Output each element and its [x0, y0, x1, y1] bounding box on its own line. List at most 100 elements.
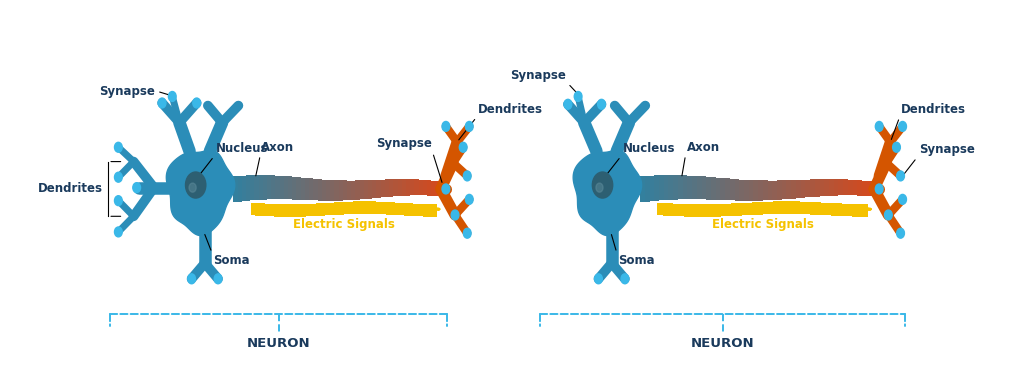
- Polygon shape: [246, 175, 250, 201]
- Text: Dendrites: Dendrites: [477, 103, 543, 116]
- Polygon shape: [725, 178, 730, 200]
- Polygon shape: [679, 204, 684, 216]
- Circle shape: [595, 274, 602, 284]
- Circle shape: [442, 122, 450, 131]
- Polygon shape: [731, 204, 736, 216]
- Polygon shape: [415, 180, 419, 195]
- Circle shape: [899, 122, 906, 131]
- Polygon shape: [238, 176, 242, 202]
- Polygon shape: [696, 176, 701, 199]
- Polygon shape: [279, 204, 284, 217]
- Circle shape: [466, 122, 473, 131]
- Polygon shape: [801, 180, 805, 198]
- Polygon shape: [288, 204, 293, 217]
- Polygon shape: [293, 204, 297, 217]
- Polygon shape: [393, 179, 397, 196]
- Polygon shape: [664, 175, 669, 200]
- Polygon shape: [768, 202, 773, 214]
- Polygon shape: [284, 204, 288, 217]
- Polygon shape: [805, 180, 810, 197]
- Circle shape: [193, 98, 201, 108]
- Polygon shape: [373, 180, 377, 198]
- Polygon shape: [783, 201, 790, 214]
- Polygon shape: [414, 204, 418, 216]
- Polygon shape: [687, 176, 692, 199]
- Circle shape: [464, 171, 471, 181]
- Polygon shape: [772, 180, 777, 200]
- Polygon shape: [744, 180, 749, 201]
- Polygon shape: [746, 202, 753, 215]
- Circle shape: [168, 91, 176, 101]
- Circle shape: [596, 183, 603, 192]
- Polygon shape: [335, 180, 339, 201]
- Polygon shape: [692, 176, 696, 199]
- Circle shape: [464, 228, 471, 238]
- Circle shape: [897, 228, 904, 238]
- Polygon shape: [866, 181, 871, 196]
- Text: Electric Signals: Electric Signals: [293, 218, 394, 231]
- Polygon shape: [267, 175, 271, 199]
- Polygon shape: [739, 180, 744, 200]
- Polygon shape: [792, 180, 796, 199]
- Polygon shape: [273, 204, 279, 217]
- Polygon shape: [355, 180, 359, 200]
- Polygon shape: [250, 175, 254, 200]
- Polygon shape: [710, 204, 716, 217]
- Polygon shape: [826, 203, 831, 216]
- Polygon shape: [871, 182, 877, 196]
- Polygon shape: [275, 176, 280, 199]
- Polygon shape: [423, 204, 427, 217]
- Polygon shape: [862, 181, 866, 195]
- Polygon shape: [368, 180, 373, 199]
- Polygon shape: [255, 203, 260, 216]
- Polygon shape: [573, 150, 642, 236]
- Polygon shape: [795, 202, 800, 214]
- Polygon shape: [251, 203, 255, 216]
- Polygon shape: [439, 182, 443, 196]
- Polygon shape: [401, 179, 406, 196]
- Polygon shape: [419, 180, 423, 195]
- Polygon shape: [335, 202, 339, 215]
- Polygon shape: [734, 179, 739, 200]
- Circle shape: [893, 142, 900, 152]
- Polygon shape: [721, 204, 726, 216]
- Circle shape: [452, 210, 459, 220]
- Circle shape: [115, 142, 122, 152]
- Circle shape: [133, 183, 140, 193]
- Polygon shape: [330, 180, 335, 201]
- Text: Dendrites: Dendrites: [38, 182, 103, 195]
- Polygon shape: [831, 203, 837, 216]
- Polygon shape: [668, 204, 673, 216]
- Polygon shape: [815, 179, 819, 197]
- Polygon shape: [280, 176, 284, 199]
- Polygon shape: [810, 180, 815, 197]
- Polygon shape: [663, 203, 668, 216]
- Polygon shape: [271, 175, 275, 199]
- Polygon shape: [292, 177, 297, 200]
- Circle shape: [214, 274, 222, 284]
- Polygon shape: [758, 202, 763, 214]
- Polygon shape: [242, 176, 246, 201]
- Polygon shape: [353, 202, 357, 214]
- Polygon shape: [843, 180, 848, 195]
- Circle shape: [159, 98, 166, 108]
- Polygon shape: [837, 204, 842, 216]
- Circle shape: [187, 274, 196, 284]
- Polygon shape: [409, 204, 414, 216]
- Text: NEURON: NEURON: [691, 337, 755, 350]
- Polygon shape: [800, 202, 805, 214]
- Circle shape: [621, 274, 629, 284]
- Polygon shape: [763, 180, 768, 200]
- Polygon shape: [721, 178, 725, 200]
- Text: Axon: Axon: [261, 141, 295, 154]
- Polygon shape: [796, 180, 801, 198]
- Circle shape: [466, 194, 473, 204]
- Polygon shape: [364, 180, 368, 199]
- Polygon shape: [683, 175, 687, 199]
- Polygon shape: [305, 178, 309, 200]
- Polygon shape: [829, 179, 834, 196]
- Text: Synapse: Synapse: [510, 69, 566, 82]
- Polygon shape: [390, 202, 395, 215]
- Polygon shape: [389, 179, 393, 197]
- Circle shape: [598, 99, 605, 109]
